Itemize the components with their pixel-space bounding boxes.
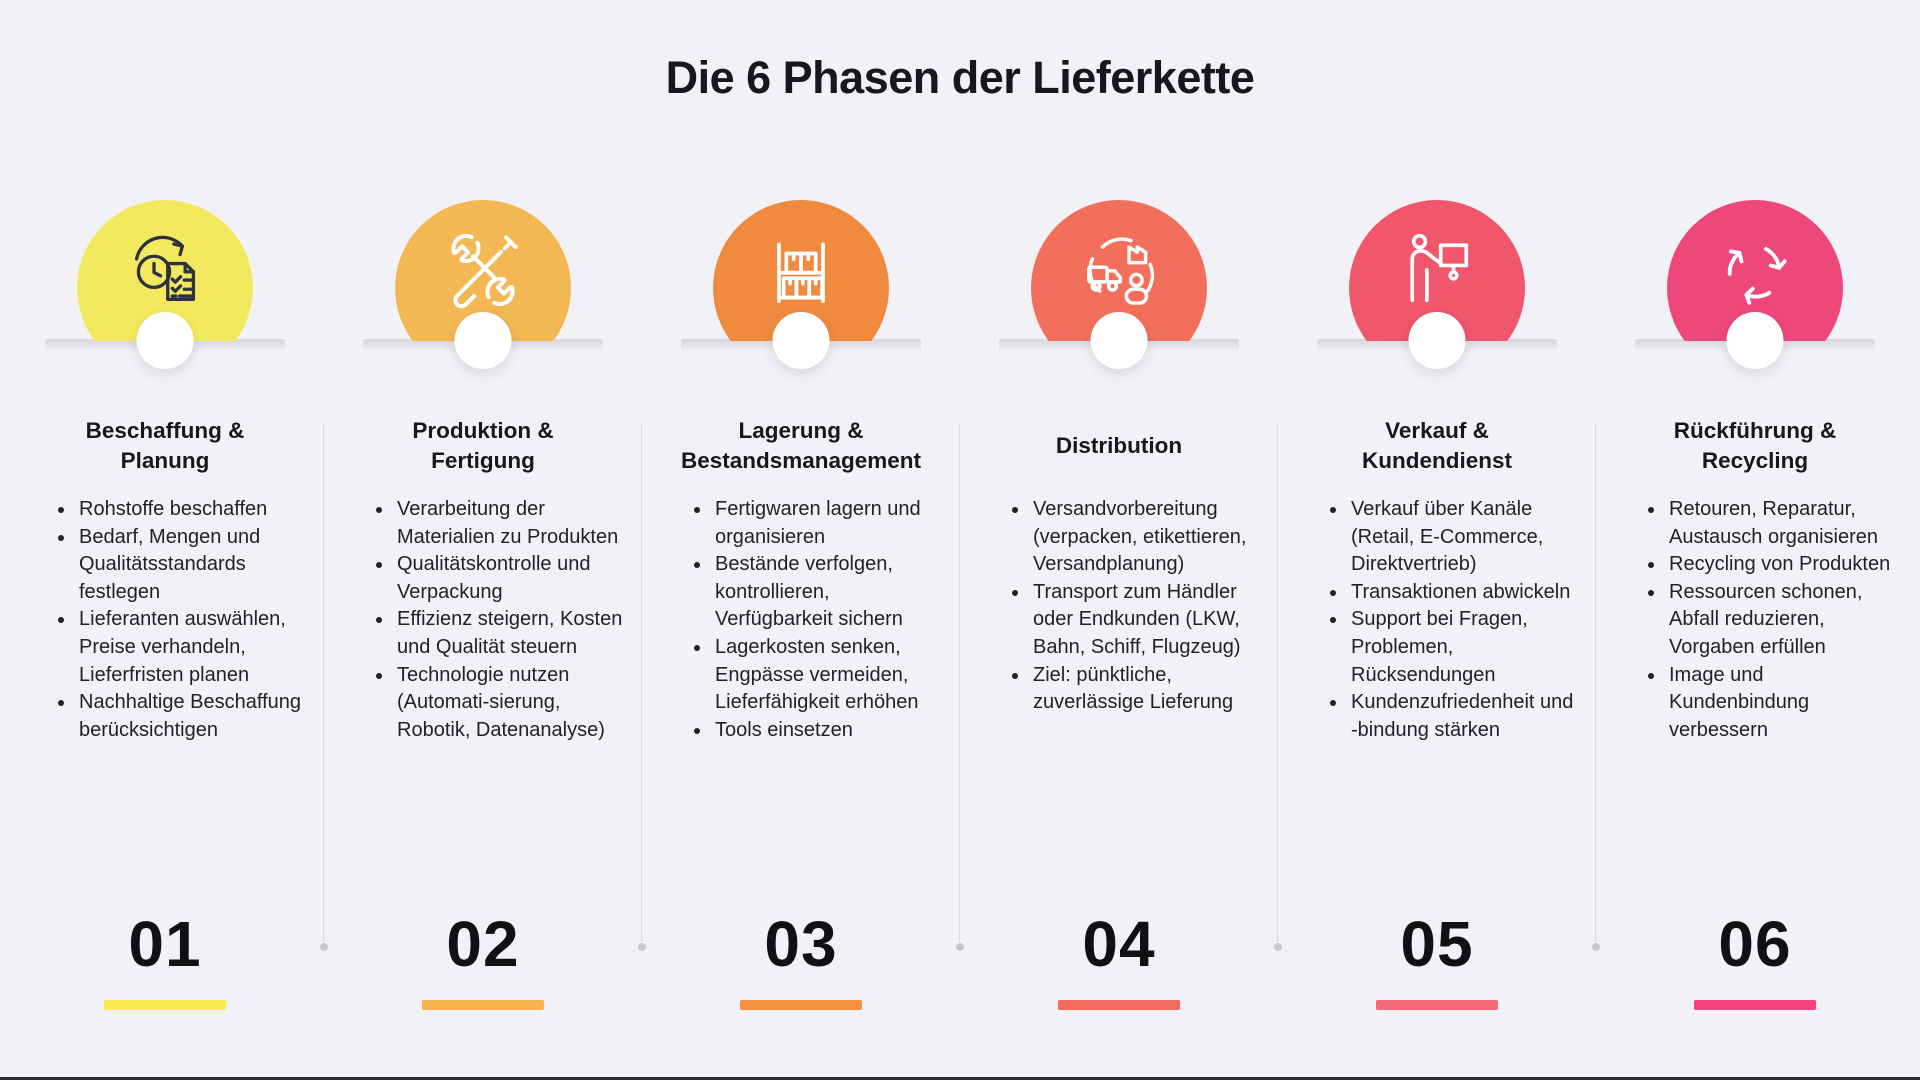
phase-bullet: Transaktionen abwickeln: [1348, 579, 1580, 607]
phase-column: Distribution Versandvorbereitung (verpac…: [960, 0, 1282, 1080]
column-divider: [637, 423, 646, 951]
phase-bullet-list: Retouren, Reparatur, Austausch organisie…: [1642, 496, 1898, 744]
phase-underline: [1376, 1000, 1498, 1010]
phase-bullet: Recycling von Produkten: [1666, 551, 1898, 579]
phase-bullet: Lieferanten auswählen, Preise verhandeln…: [76, 606, 308, 689]
phase-bullet: Transport zum Händler oder Endkunden (LK…: [1030, 579, 1262, 662]
phase-bullet: Bedarf, Mengen und Qualitätsstandards fe…: [76, 524, 308, 607]
phase-column: Rückführung & Recycling Retouren, Repara…: [1596, 0, 1914, 1080]
phase-title: Verkauf & Kundendienst: [1362, 417, 1512, 473]
phase-number: 04: [1082, 908, 1156, 980]
phase-bullet: Tools einsetzen: [712, 717, 944, 745]
phase-bullet: Lagerkosten senken, Engpässe vermeiden, …: [712, 634, 944, 717]
phase-bullet: Qualitätskontrolle und Verpackung: [394, 551, 626, 606]
phase-bullet: Retouren, Reparatur, Austausch organisie…: [1666, 496, 1898, 551]
phase-underline: [104, 1000, 226, 1010]
phase-number: 05: [1400, 908, 1474, 980]
column-divider: [1273, 423, 1282, 951]
column-divider: [1591, 423, 1600, 951]
phase-title: Produktion & Fertigung: [412, 417, 554, 473]
phase-white-dot: [1408, 312, 1466, 369]
phase-number: 01: [128, 908, 202, 980]
phase-bullet: Verkauf über Kanäle (Retail, E-Commerce,…: [1348, 496, 1580, 579]
column-divider: [955, 423, 964, 951]
phase-underline: [740, 1000, 862, 1010]
bottom-border: [0, 1077, 1920, 1080]
phase-number: 03: [764, 908, 838, 980]
phase-title: Lagerung & Bestandsmanagement: [680, 417, 922, 473]
phase-title: Distribution: [1055, 432, 1183, 458]
phase-white-dot: [1726, 312, 1784, 369]
phase-title: Beschaffung & Planung: [85, 417, 245, 473]
phase-underline: [1694, 1000, 1816, 1010]
phase-bullet: Ressourcen schonen, Abfall reduzieren, V…: [1666, 579, 1898, 662]
phase-white-dot: [454, 312, 512, 369]
phase-white-dot: [772, 312, 830, 369]
phase-bullet: Support bei Fragen, Problemen, Rücksendu…: [1348, 606, 1580, 689]
phase-bullet: Kundenzufriedenheit und -bindung stärken: [1348, 689, 1580, 744]
phase-column: Beschaffung & Planung Rohstoffe beschaff…: [6, 0, 328, 1080]
phase-title: Rückführung & Recycling: [1673, 417, 1837, 473]
phase-white-dot: [136, 312, 194, 369]
phase-bullet-list: Versandvorbereitung (verpacken, etiketti…: [1006, 496, 1262, 717]
phase-bullet: Technologie nutzen (Automati-sierung, Ro…: [394, 662, 626, 745]
warehouse-shelf-icon: [757, 226, 845, 314]
phases-row: Beschaffung & Planung Rohstoffe beschaff…: [6, 0, 1914, 1080]
phase-bullet: Fertigwaren lagern und organisieren: [712, 496, 944, 551]
clock-checklist-icon: [121, 226, 209, 314]
phase-bullet: Ziel: pünktliche, zuverlässige Lieferung: [1030, 662, 1262, 717]
phase-column: Produktion & Fertigung Verarbeitung der …: [324, 0, 646, 1080]
tools-icon: [439, 226, 527, 314]
phase-underline: [422, 1000, 544, 1010]
phase-bullet: Rohstoffe beschaffen: [76, 496, 308, 524]
phase-bullet: Nachhaltige Beschaffung berücksichtigen: [76, 689, 308, 744]
phase-bullet: Bestände verfolgen, kontrollieren, Verfü…: [712, 551, 944, 634]
recycling-icon: [1711, 226, 1799, 314]
page-title: Die 6 Phasen der Lieferkette: [665, 52, 1255, 103]
phase-column: Lagerung & Bestandsmanagement Fertigware…: [642, 0, 964, 1080]
phase-white-dot: [1090, 312, 1148, 369]
phase-number: 06: [1718, 908, 1792, 980]
phase-bullet-list: Fertigwaren lagern und organisierenBestä…: [688, 496, 944, 744]
phase-bullet: Verarbeitung der Materialien zu Produkte…: [394, 496, 626, 551]
phase-underline: [1058, 1000, 1180, 1010]
presentation-icon: [1393, 226, 1481, 314]
distribution-network-icon: [1075, 226, 1163, 314]
phase-number: 02: [446, 908, 520, 980]
phase-column: Verkauf & Kundendienst Verkauf über Kanä…: [1278, 0, 1600, 1080]
phase-bullet-list: Verarbeitung der Materialien zu Produkte…: [370, 496, 626, 744]
phase-bullet: Effizienz steigern, Kosten und Qualität …: [394, 606, 626, 661]
phase-bullet-list: Verkauf über Kanäle (Retail, E-Commerce,…: [1324, 496, 1580, 744]
phase-bullet: Image und Kundenbindung verbessern: [1666, 662, 1898, 745]
column-divider: [319, 423, 328, 951]
phase-bullet-list: Rohstoffe beschaffenBedarf, Mengen und Q…: [52, 496, 308, 744]
phase-bullet: Versandvorbereitung (verpacken, etiketti…: [1030, 496, 1262, 579]
